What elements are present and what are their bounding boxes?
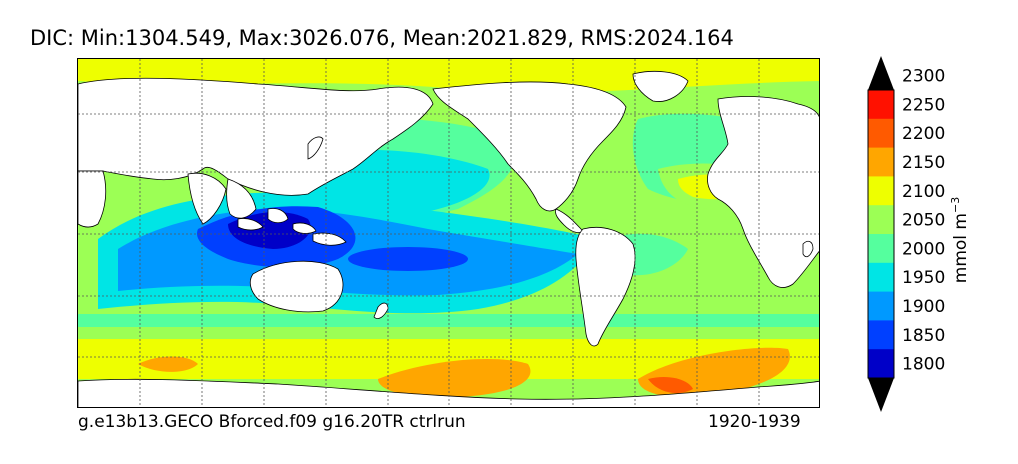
colorbar-tick-label: 2000 xyxy=(902,239,945,259)
colorbar-tick-label: 2150 xyxy=(902,153,945,173)
borneo xyxy=(267,208,289,224)
new-zealand xyxy=(373,302,389,319)
greenland xyxy=(632,70,689,102)
sumatra xyxy=(237,218,264,231)
colorbar-ticks: 1800 1850 1900 1950 2000 2050 2100 2150 2200 2250… xyxy=(902,67,945,375)
africa-east xyxy=(78,170,107,228)
dic-map xyxy=(78,59,819,407)
colorbar-swatch-2000-2050 xyxy=(868,234,894,264)
map-panel xyxy=(77,58,820,408)
units-text: mmol m xyxy=(950,213,971,284)
north-america xyxy=(432,81,627,212)
australia xyxy=(249,260,344,313)
southern-red-c xyxy=(648,377,693,394)
colorbar-swatch-1800-1850 xyxy=(868,349,894,379)
land xyxy=(78,70,819,407)
colorbar-tick-label: 1900 xyxy=(902,297,945,317)
new-guinea xyxy=(312,232,347,246)
southern-orange-b xyxy=(378,359,531,398)
southern-orange-a xyxy=(138,356,198,372)
colorbar-extend-max xyxy=(868,56,894,90)
india xyxy=(187,172,227,225)
colorbar-units-label: mmol m−3 xyxy=(949,197,971,283)
central-pacific-1850-1900 xyxy=(348,247,468,271)
colorbar-tick-label: 1800 xyxy=(902,355,945,375)
colorbar-swatches xyxy=(867,56,895,412)
colorbar-swatch-2100-2150 xyxy=(868,176,894,206)
colorbar-tick-label: 2100 xyxy=(902,182,945,202)
colorbar-tick-label: 2300 xyxy=(902,67,945,87)
japan xyxy=(307,136,324,160)
units-exponent: −3 xyxy=(949,196,963,213)
south-america xyxy=(575,227,636,347)
colorbar-swatch-2050-2100 xyxy=(868,205,894,235)
arctic-yellow xyxy=(78,59,819,93)
colorbar-extend-min xyxy=(868,378,894,412)
colorbar-swatch-1850-1900 xyxy=(868,320,894,350)
central-america xyxy=(555,208,584,233)
colorbar-swatch-1950-2000 xyxy=(868,262,894,293)
sulawesi xyxy=(292,222,317,234)
colorbar-swatch-2150-2200 xyxy=(868,147,894,177)
madagascar xyxy=(802,240,814,258)
southern-band-2050-2100 xyxy=(78,327,819,342)
colorbar-tick-label: 1950 xyxy=(902,268,945,288)
colorbar-swatch-1900-1950 xyxy=(868,291,894,321)
colorbar-tick-label: 1850 xyxy=(902,326,945,346)
indochina xyxy=(226,178,257,219)
colorbar-swatch-2250-2300 xyxy=(868,90,894,120)
colorbar-outline xyxy=(867,89,895,379)
colorbar-tick-label: 2050 xyxy=(902,211,945,231)
footer-period: 1920-1939 xyxy=(708,412,801,432)
colorbar-tick-label: 2200 xyxy=(902,124,945,144)
footer-run-name: g.e13b13.GECO Bforced.f09 g16.20TR ctrlr… xyxy=(78,412,466,432)
plot-title: DIC: Min:1304.549, Max:3026.076, Mean:20… xyxy=(30,26,734,50)
colorbar-tick-label: 2250 xyxy=(902,95,945,115)
antarctica xyxy=(78,378,819,407)
colorbar-swatch-2200-2250 xyxy=(868,118,894,149)
